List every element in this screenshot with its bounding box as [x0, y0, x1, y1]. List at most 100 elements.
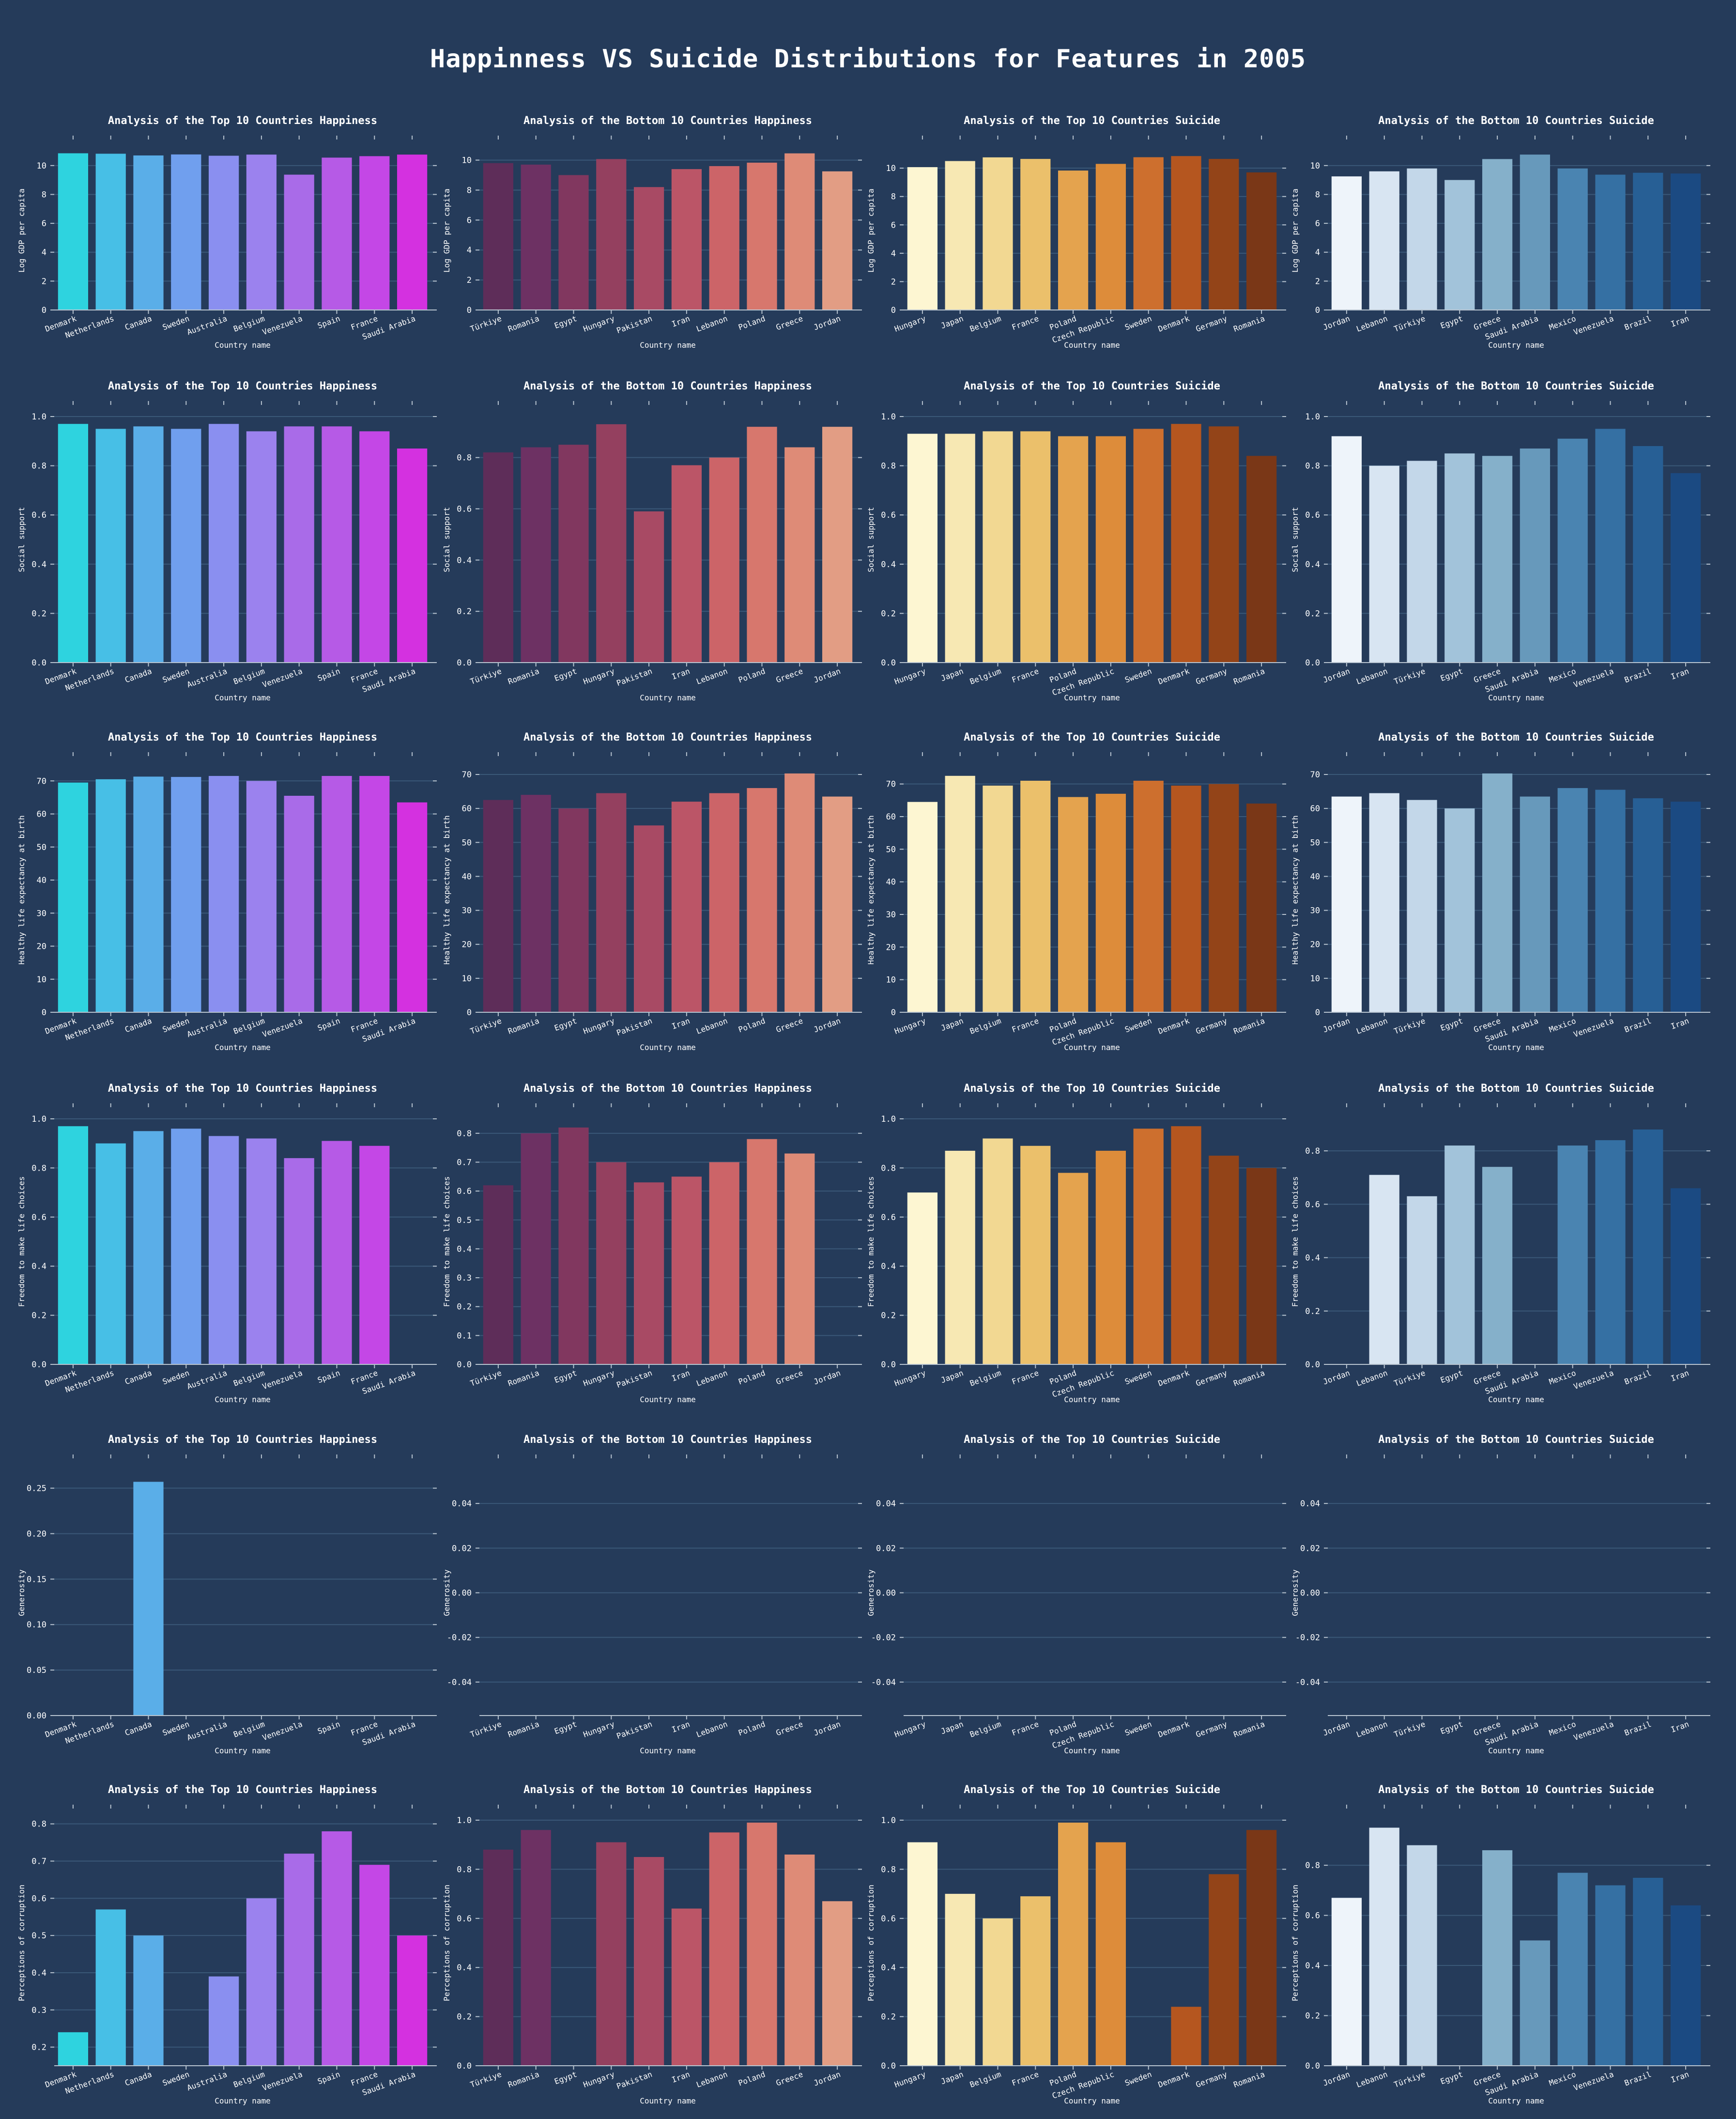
x-tick-label: Japan [939, 1719, 965, 1736]
x-tick-label: Jordan [813, 1719, 842, 1738]
y-tick-label: 0.6 [1305, 510, 1320, 520]
y-tick-label: 4 [42, 248, 46, 258]
x-tick-label: Egypt [553, 666, 578, 683]
y-tick-label: 0.04 [1300, 1499, 1320, 1509]
y-tick-label: 0.8 [1305, 1146, 1320, 1156]
y-tick-label: 0.4 [31, 560, 46, 570]
x-tick-label: Japan [939, 1368, 965, 1385]
x-tick-label: Sweden [1123, 666, 1153, 685]
subplot-title: Analysis of the Top 10 Countries Suicide [964, 1434, 1220, 1446]
y-tick-label: 40 [886, 878, 896, 887]
x-axis-label: Country name [215, 1746, 271, 1755]
x-tick-label: Germany [1195, 1016, 1229, 1036]
y-tick-label: -0.04 [447, 1678, 472, 1687]
bar-hungary [907, 167, 938, 310]
x-tick-label: Venezuela [1572, 666, 1615, 690]
x-tick-label: Iran [671, 1719, 691, 1734]
bar-poland [1058, 170, 1089, 310]
x-tick-label: Türkiye [469, 314, 503, 334]
bar-hungary [596, 1162, 627, 1364]
y-tick-label: 8 [1315, 190, 1320, 200]
bar-denmark [58, 424, 89, 663]
y-tick-label: 0.6 [881, 510, 896, 520]
x-tick-label: Greece [775, 1368, 804, 1387]
y-tick-label: 0.02 [876, 1544, 896, 1553]
bar-sweden [171, 1129, 201, 1364]
bar-saudi-arabia [1520, 1940, 1551, 2066]
y-tick-label: 0.2 [881, 2012, 896, 2022]
x-tick-label: Greece [775, 1016, 804, 1035]
y-tick-label: 0.0 [1305, 1360, 1320, 1370]
bar-brazil [1633, 1129, 1663, 1364]
bar-romania [521, 164, 551, 310]
bar-australia [208, 776, 239, 1012]
x-axis-label: Country name [215, 2096, 271, 2105]
bar-jordan [822, 171, 853, 310]
bar-venezuela [284, 426, 314, 663]
y-tick-label: -0.04 [1295, 1678, 1320, 1687]
x-axis-label: Country name [1488, 693, 1544, 702]
x-tick-label: Belgium [968, 666, 1002, 686]
bar-australia [208, 155, 239, 310]
y-tick-label: 0.02 [452, 1544, 472, 1553]
y-tick-label: -0.02 [447, 1633, 472, 1643]
x-tick-label: Brazil [1623, 1368, 1653, 1387]
x-tick-label: Romania [507, 1368, 540, 1388]
bar-lebanon [1369, 1827, 1399, 2066]
x-tick-label: Türkiye [1393, 1368, 1427, 1388]
subplot-title: Analysis of the Top 10 Countries Suicide [964, 1083, 1220, 1095]
bar-france [1020, 1896, 1051, 2066]
x-tick-label: Greece [775, 666, 804, 685]
bar-romania [1246, 172, 1277, 310]
y-tick-label: 6 [1315, 219, 1320, 229]
bar-spain [322, 426, 352, 663]
bar-saudi-arabia [397, 802, 428, 1012]
bar-lebanon [1369, 171, 1399, 310]
bar-iran [671, 1908, 702, 2066]
y-tick-label: 0.4 [457, 1963, 472, 1973]
x-tick-label: Belgium [968, 2070, 1002, 2089]
bar-lebanon [709, 1832, 739, 2066]
subplot-title: Analysis of the Bottom 10 Countries Happ… [523, 380, 812, 392]
y-tick-label: 0.00 [1300, 1589, 1320, 1598]
bar-mexico [1557, 438, 1588, 663]
bar-iran [671, 169, 702, 310]
bar-greece [1482, 159, 1513, 310]
bar-canada [133, 426, 164, 663]
x-tick-label: Egypt [1439, 1368, 1464, 1385]
bar-spain [322, 1831, 352, 2066]
y-tick-label: 50 [886, 845, 896, 854]
subplot-title: Analysis of the Top 10 Countries Suicide [964, 1784, 1220, 1796]
x-tick-label: Jordan [1321, 2070, 1351, 2088]
y-axis-label: Log GDP per capita [442, 188, 451, 272]
x-tick-label: Japan [939, 2070, 965, 2086]
bar-mexico [1557, 788, 1588, 1012]
y-tick-label: 0 [467, 306, 472, 315]
subplot-22: 0.0 0.2 0.4 0.6 0.8 1.0 Türkiye Romania Egypt Hun… [442, 1784, 862, 2105]
x-tick-label: Iran [671, 2070, 691, 2085]
x-axis-label: Country name [1488, 340, 1544, 350]
y-axis-label: Freedom to make life choices [442, 1176, 451, 1307]
x-tick-label: Egypt [553, 2070, 578, 2086]
x-tick-label: Hungary [582, 314, 616, 334]
x-tick-label: Belgium [232, 666, 266, 686]
y-tick-label: 0.2 [881, 609, 896, 619]
bar-japan [945, 161, 975, 310]
bar-jordan [1331, 436, 1362, 663]
y-tick-label: 30 [37, 909, 46, 918]
x-tick-label: Greece [775, 1719, 804, 1738]
x-tick-label: Lebanon [1355, 666, 1389, 686]
bar-venezuela [1595, 174, 1626, 310]
y-tick-label: 0.4 [881, 560, 896, 570]
x-tick-label: Belgium [968, 314, 1002, 334]
y-tick-label: 70 [462, 770, 472, 780]
bar-denmark [1171, 424, 1201, 663]
subplot-7: 0.0 0.2 0.4 0.6 0.8 1.0 Hungary Japan Belgium Fra… [866, 380, 1286, 702]
x-tick-label: Australia [185, 314, 228, 337]
bar-poland [747, 1823, 777, 2066]
x-axis-label: Country name [1488, 1746, 1544, 1755]
x-tick-label: France [1011, 1719, 1040, 1738]
